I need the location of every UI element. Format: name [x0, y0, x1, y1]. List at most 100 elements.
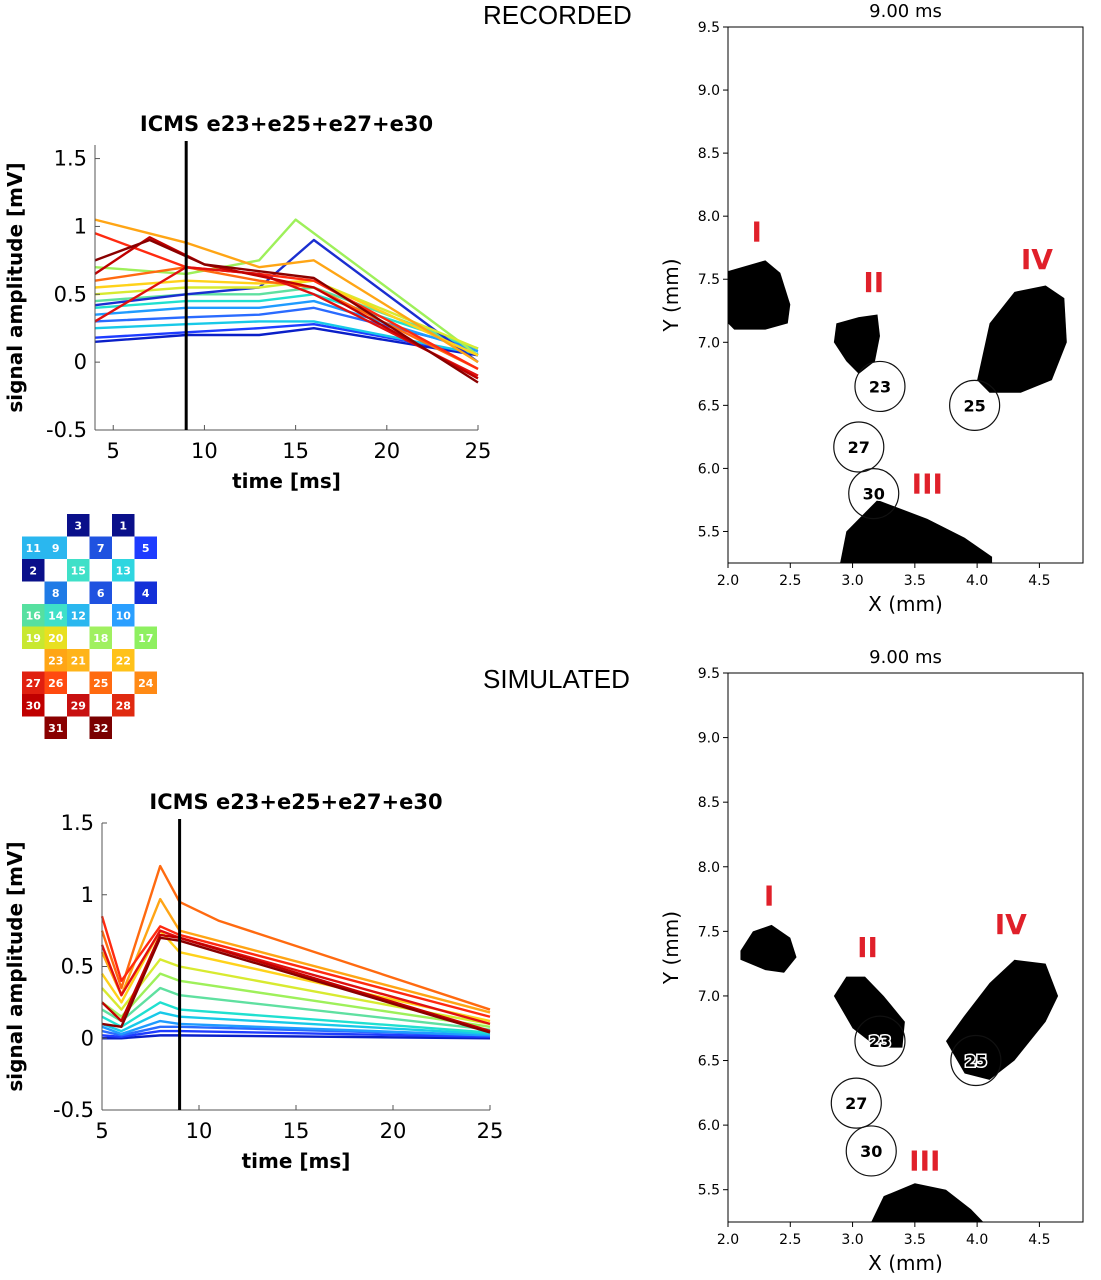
legend-cell-19 — [22, 626, 45, 649]
legend-cell-32 — [89, 716, 112, 739]
y-tick-label: 8.0 — [698, 209, 720, 225]
legend-cell-label-31: 31 — [48, 722, 63, 735]
x-tick-label: 2.5 — [779, 1232, 801, 1248]
trace-line-11 — [94, 279, 479, 357]
legend-cell-20 — [44, 626, 67, 649]
legend-cell-8 — [44, 581, 67, 604]
legend-cell-14 — [44, 604, 67, 627]
legend-cell-label-32: 32 — [93, 722, 108, 735]
legend-cell-13 — [112, 559, 135, 582]
x-tick-label: 10 — [191, 439, 218, 463]
map-plot-area: 23 25 27 30 — [740, 924, 1059, 1222]
legend-cell-30 — [22, 694, 45, 717]
x-tick-label: 3.5 — [904, 1232, 926, 1248]
legend-cell-label-3: 3 — [74, 519, 82, 532]
electrode-label-27: 27 — [845, 1094, 867, 1113]
activation-region-IV — [945, 959, 1059, 1080]
electrode-label-25: 25 — [965, 1052, 987, 1071]
trace-line-13 — [100, 915, 491, 1018]
map-title: 9.00 ms — [869, 1, 942, 22]
electrode-marker-23 — [854, 1015, 906, 1067]
x-tick-label: 25 — [465, 439, 492, 463]
electrode-marker-23 — [854, 360, 906, 413]
region-label-III: III — [909, 1144, 940, 1177]
legend-cell-label-19: 19 — [26, 632, 41, 645]
trace-line-5 — [94, 320, 479, 356]
legend-cell-5 — [134, 536, 157, 559]
trace-line-1 — [102, 1034, 491, 1040]
simulated-label: SIMULATED — [483, 664, 630, 694]
trace-line-2 — [94, 322, 479, 356]
legend-cell-label-13: 13 — [116, 564, 131, 577]
electrode-marker-30 — [848, 468, 900, 520]
electrode-label-25: 25 — [963, 396, 985, 415]
legend-cell-label-24: 24 — [138, 677, 154, 690]
trace-line-12 — [94, 218, 479, 364]
activation-region-I — [728, 260, 791, 330]
trace-line-8 — [101, 972, 491, 1028]
legend-cell-22 — [112, 649, 135, 672]
legend-cell-label-21: 21 — [71, 654, 86, 667]
y-tick-label: 9.0 — [698, 731, 720, 747]
legend-cell-11 — [22, 536, 45, 559]
legend-cell-label-6: 6 — [97, 587, 105, 600]
electrode-label-30: 30 — [860, 1142, 882, 1161]
legend-cell-label-16: 16 — [26, 609, 42, 622]
x-tick-label: 4.5 — [1028, 573, 1050, 589]
x-tick-label: 3.5 — [904, 573, 926, 589]
trace-line-1 — [94, 327, 479, 357]
trace-line-16 — [101, 936, 491, 1034]
y-tick-label: 8.5 — [698, 146, 720, 162]
trace-line-13 — [94, 265, 479, 371]
legend-cell-label-14: 14 — [48, 609, 64, 622]
y-tick-label: 5.5 — [698, 1183, 720, 1199]
legend-cell-4 — [134, 581, 157, 604]
x-axis-label: time [ms] — [232, 469, 341, 493]
activation-region-III — [840, 499, 993, 563]
recorded-trace-chart: ICMS e23+e25+e27+e30 5 10 15 20 25 -0.5 0 0.5 1 1.… — [3, 112, 492, 493]
legend-cell-6 — [89, 581, 112, 604]
y-tick-label: 8.5 — [698, 795, 720, 811]
legend-cell-label-26: 26 — [48, 677, 64, 690]
y-tick-label: 9.5 — [698, 666, 720, 682]
trace-line-14 — [94, 232, 479, 370]
trace-line-9 — [101, 958, 491, 1026]
legend-cell-label-29: 29 — [71, 699, 86, 712]
map-frame — [727, 26, 1084, 564]
x-tick-label: 3.0 — [841, 1232, 863, 1248]
legend-cell-label-5: 5 — [142, 542, 150, 555]
legend-cell-12 — [67, 604, 90, 627]
legend-cell-label-8: 8 — [52, 587, 60, 600]
y-tick-label: 6.5 — [698, 1054, 720, 1070]
legend-cell-label-25: 25 — [93, 677, 108, 690]
region-label-II: II — [857, 931, 878, 964]
legend-cell-2 — [22, 559, 45, 582]
legend-cell-23 — [44, 649, 67, 672]
legend-cell-label-30: 30 — [26, 699, 42, 712]
y-tick-label: 7.0 — [698, 335, 720, 351]
legend-cell-label-7: 7 — [97, 542, 105, 555]
x-axis-label: time [ms] — [242, 1149, 351, 1173]
electrode-marker-27 — [830, 1077, 882, 1129]
electrode-marker-27 — [833, 421, 885, 473]
legend-cell-label-20: 20 — [48, 632, 64, 645]
trace-line-17 — [94, 238, 479, 384]
y-tick-label: 0.5 — [54, 282, 87, 306]
electrode-marker-25 — [949, 379, 1001, 431]
x-tick-label: 20 — [373, 439, 400, 463]
x-tick-label: 4.0 — [966, 573, 988, 589]
legend-cell-label-17: 17 — [138, 632, 153, 645]
x-tick-label: 5 — [95, 1119, 108, 1143]
x-tick-label: 10 — [186, 1119, 213, 1143]
y-tick-label: 1 — [74, 214, 87, 238]
trace-line-10 — [94, 279, 479, 350]
trace-line-7 — [94, 286, 479, 350]
y-tick-label: 1 — [81, 883, 94, 907]
y-tick-label: 6.5 — [698, 398, 720, 414]
y-tick-label: 6.0 — [698, 461, 720, 477]
simulated-trace-chart: ICMS e23+e25+e27+e30 5 10 15 20 25 -0.5 0 0.5 1 1.… — [3, 790, 503, 1173]
trace-line-4 — [101, 1019, 491, 1037]
legend-cell-label-1: 1 — [119, 519, 127, 532]
electrode-marker-25 — [950, 1034, 1002, 1087]
